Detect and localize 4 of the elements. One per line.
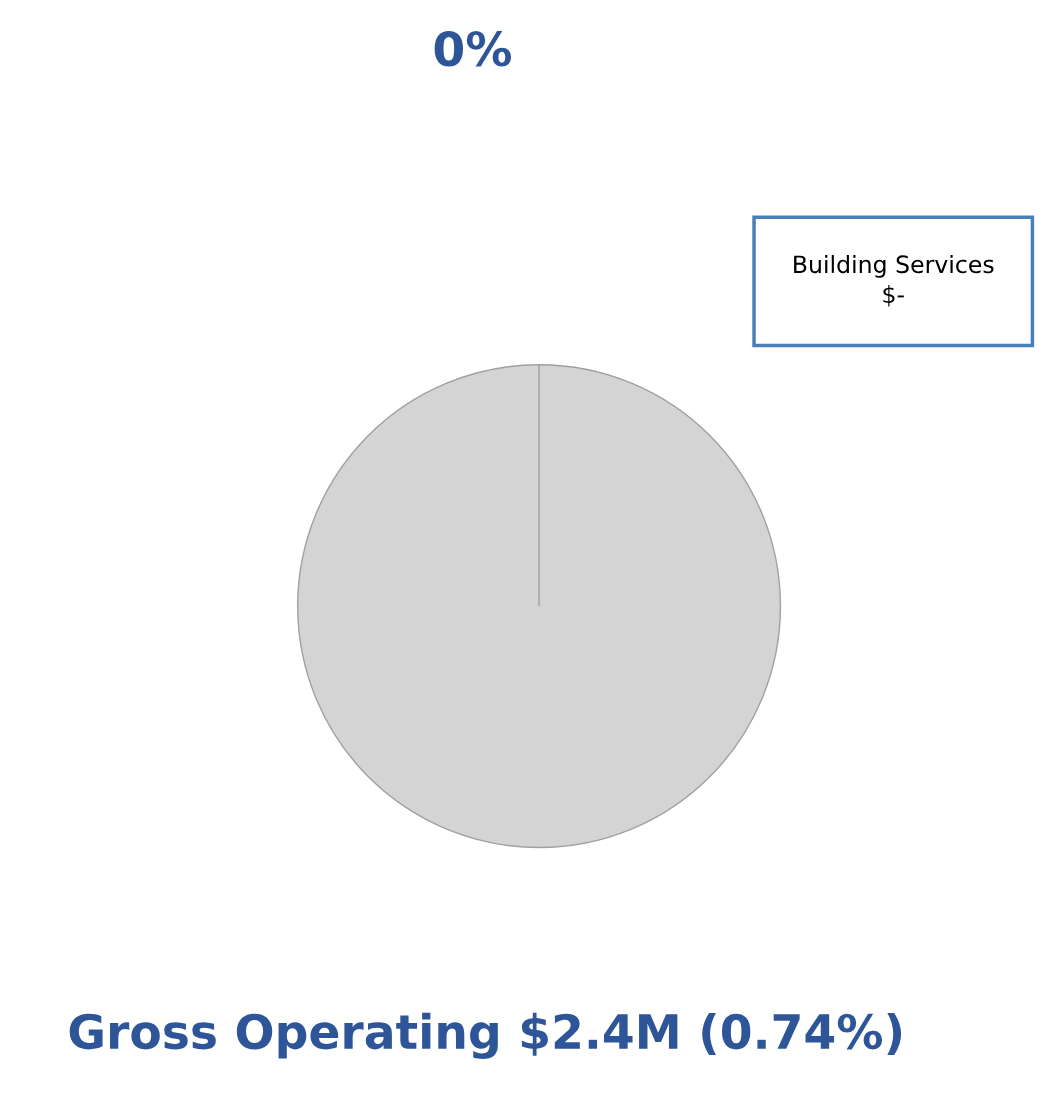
text: Gross Operating $2.4M (0.74%) bbox=[69, 1012, 902, 1059]
chart-title: 0% bbox=[434, 30, 512, 67]
category-label: Building Services bbox=[794, 254, 994, 278]
text: $- bbox=[883, 284, 904, 307]
